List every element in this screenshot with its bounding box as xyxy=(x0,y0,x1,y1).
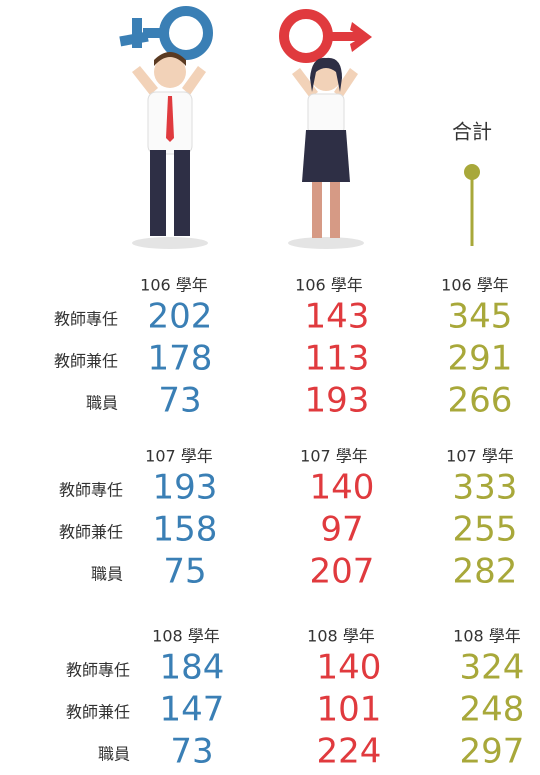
year-header: 107 學年 xyxy=(300,447,368,466)
year-header: 107 學年 xyxy=(145,447,213,466)
row-label: 教師專任 xyxy=(66,661,130,680)
count: 147 xyxy=(160,690,225,730)
year-header: 106 學年 xyxy=(295,276,363,295)
male-figure xyxy=(119,11,208,249)
row-label: 職員 xyxy=(91,565,123,584)
row-label: 教師兼任 xyxy=(59,523,123,542)
count: 202 xyxy=(148,297,213,337)
year-header: 108 學年 xyxy=(152,627,220,646)
count: 178 xyxy=(148,339,213,379)
count: 140 xyxy=(310,468,375,508)
row-label: 教師兼任 xyxy=(54,352,118,371)
count: 207 xyxy=(310,552,375,592)
count: 73 xyxy=(170,732,213,772)
total-marker xyxy=(464,164,480,246)
female-figure xyxy=(284,14,372,249)
count: 282 xyxy=(453,552,518,592)
row-label: 教師兼任 xyxy=(66,703,130,722)
year-header: 108 學年 xyxy=(453,627,521,646)
row-label: 職員 xyxy=(98,745,130,764)
count: 73 xyxy=(158,381,201,421)
count: 143 xyxy=(305,297,370,337)
row-label: 教師專任 xyxy=(59,481,123,500)
count: 97 xyxy=(320,510,363,550)
year-header: 108 學年 xyxy=(307,627,375,646)
year-header: 107 學年 xyxy=(446,447,514,466)
row-label: 職員 xyxy=(86,394,118,413)
count: 248 xyxy=(460,690,525,730)
count: 345 xyxy=(448,297,513,337)
count: 113 xyxy=(305,339,370,379)
infographic: 合計 106 學年 106 學年 106 學年教師專任 202 143 345 教師兼任 17… xyxy=(0,0,540,771)
count: 266 xyxy=(448,381,513,421)
count: 75 xyxy=(163,552,206,592)
count: 140 xyxy=(317,648,382,688)
count: 193 xyxy=(305,381,370,421)
total-label: 合計 xyxy=(452,120,492,144)
count: 193 xyxy=(153,468,218,508)
count: 101 xyxy=(317,690,382,730)
count: 255 xyxy=(453,510,518,550)
count: 158 xyxy=(153,510,218,550)
count: 184 xyxy=(160,648,225,688)
count: 291 xyxy=(448,339,513,379)
year-header: 106 學年 xyxy=(441,276,509,295)
count: 224 xyxy=(317,732,382,772)
page: {"total_label": "合計", "groups": [ {"head… xyxy=(0,0,540,775)
row-label: 教師專任 xyxy=(54,310,118,329)
count: 333 xyxy=(453,468,518,508)
year-header: 106 學年 xyxy=(140,276,208,295)
count: 324 xyxy=(460,648,525,688)
count: 297 xyxy=(460,732,525,772)
